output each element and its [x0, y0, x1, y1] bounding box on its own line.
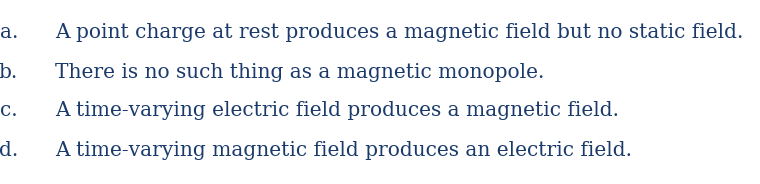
- Text: c.: c.: [0, 102, 18, 121]
- Text: A time-varying magnetic field produces an electric field.: A time-varying magnetic field produces a…: [55, 141, 632, 160]
- Text: A point charge at rest produces a magnetic field but no static field.: A point charge at rest produces a magnet…: [55, 24, 743, 43]
- Text: d.: d.: [0, 141, 18, 160]
- Text: b.: b.: [0, 63, 18, 82]
- Text: A time-varying electric field produces a magnetic field.: A time-varying electric field produces a…: [55, 102, 619, 121]
- Text: a.: a.: [0, 24, 18, 43]
- Text: There is no such thing as a magnetic monopole.: There is no such thing as a magnetic mon…: [55, 63, 544, 82]
